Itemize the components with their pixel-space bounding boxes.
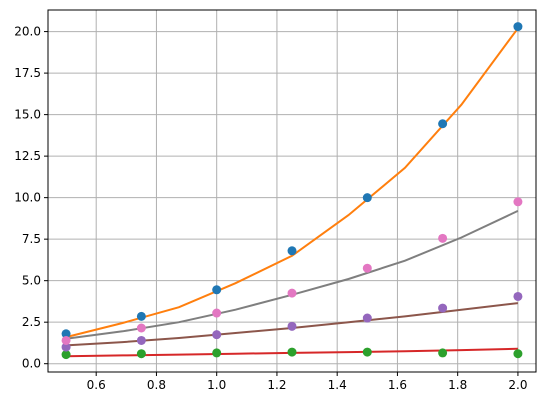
- data-point: [136, 335, 146, 345]
- data-point: [438, 348, 448, 358]
- y-tick-label: 15.0: [14, 108, 41, 122]
- y-tick-label: 20.0: [14, 25, 41, 39]
- data-point: [61, 335, 71, 345]
- data-point: [513, 197, 523, 207]
- y-tick-label: 0.0: [22, 357, 41, 371]
- x-tick-label: 1.2: [267, 378, 286, 392]
- data-point: [513, 291, 523, 301]
- data-point: [136, 323, 146, 333]
- y-tick-label: 2.5: [22, 315, 41, 329]
- y-tick-label: 12.5: [14, 149, 41, 163]
- x-tick-label: 0.8: [147, 378, 166, 392]
- data-points: [61, 22, 523, 360]
- data-point: [287, 321, 297, 331]
- y-tick-label: 7.5: [22, 232, 41, 246]
- grid: [48, 10, 536, 372]
- data-point: [513, 349, 523, 359]
- data-point: [513, 22, 523, 32]
- x-tick-label: 2.0: [508, 378, 527, 392]
- plot-area-background: [48, 10, 536, 372]
- y-tick-label: 10.0: [14, 191, 41, 205]
- plot-frame: [47, 9, 537, 373]
- data-point: [438, 119, 448, 129]
- data-point: [287, 347, 297, 357]
- data-point: [212, 330, 222, 340]
- x-tick-label: 0.6: [87, 378, 106, 392]
- data-point: [438, 233, 448, 243]
- data-point: [362, 263, 372, 273]
- data-point: [362, 347, 372, 357]
- data-point: [136, 311, 146, 321]
- data-point: [212, 348, 222, 358]
- x-tick-label: 1.8: [448, 378, 467, 392]
- y-axis: 0.0 2.5 5.0 7.5 10.0 12.5 15.0 17.5 20.0: [14, 25, 48, 371]
- y-tick-label: 17.5: [14, 66, 41, 80]
- data-point: [61, 342, 71, 352]
- data-point: [212, 285, 222, 295]
- data-point: [362, 313, 372, 323]
- y-tick-label: 5.0: [22, 274, 41, 288]
- data-point: [61, 329, 71, 339]
- data-point: [61, 350, 71, 360]
- data-point: [287, 288, 297, 298]
- x-tick-label: 1.4: [328, 378, 347, 392]
- x-tick-label: 1.6: [388, 378, 407, 392]
- data-point: [287, 246, 297, 256]
- data-point: [212, 308, 222, 318]
- x-tick-label: 1.0: [207, 378, 226, 392]
- x-axis: 0.6 0.8 1.0 1.2 1.4 1.6 1.8 2.0: [87, 372, 527, 392]
- data-point: [438, 303, 448, 313]
- data-point: [362, 193, 372, 203]
- data-point: [136, 349, 146, 359]
